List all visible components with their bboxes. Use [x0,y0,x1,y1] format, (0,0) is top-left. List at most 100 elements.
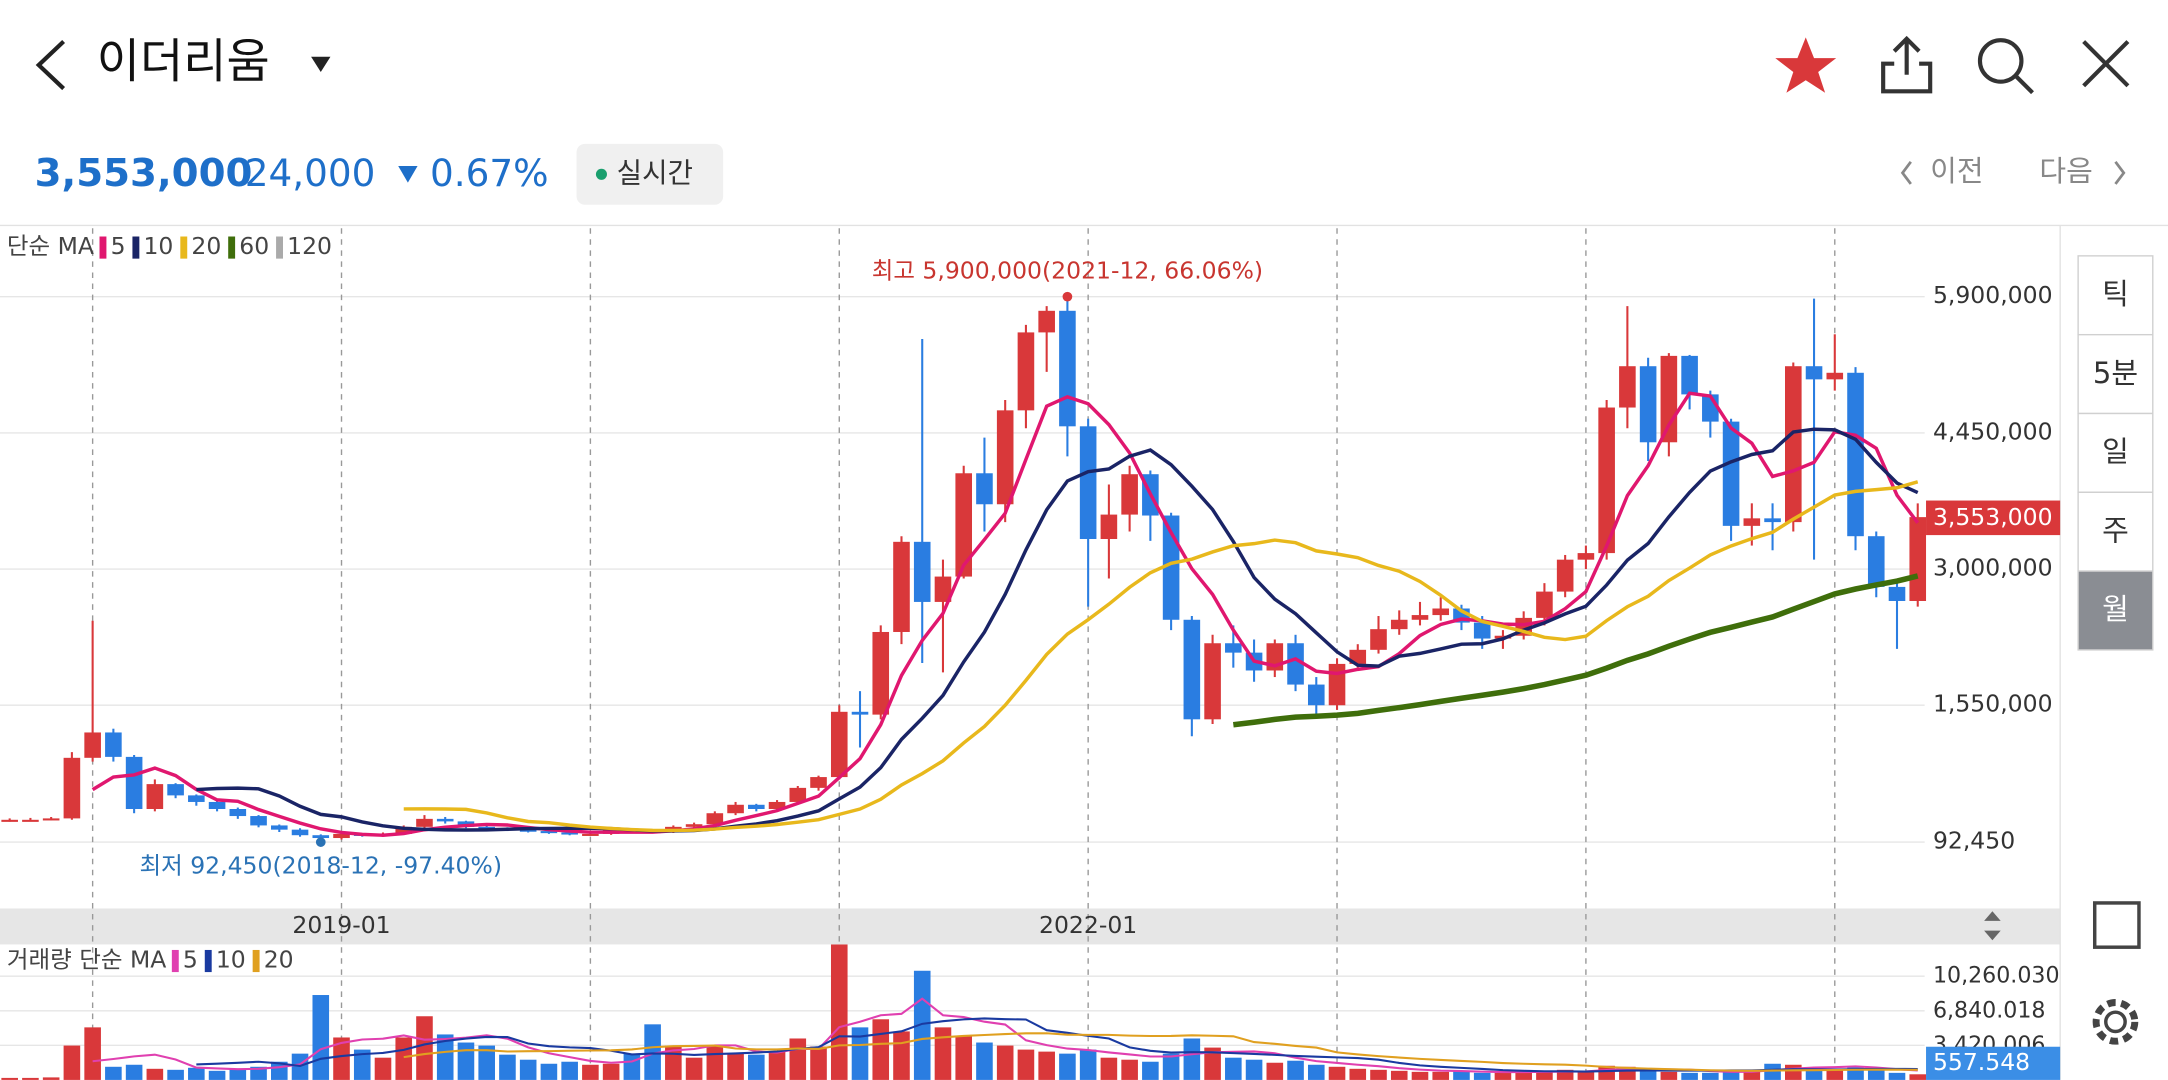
candle-body [1100,514,1118,540]
candle-body [478,826,495,829]
volume-tick-label: 10,260.030 [1933,963,2060,989]
candle-body [63,757,81,819]
candle-body [561,832,578,835]
realtime-pill[interactable] [576,143,724,205]
timeframe-label[interactable]: 5분 [2093,356,2138,390]
timeframe-button[interactable] [2077,412,2154,493]
close-line [2082,40,2130,88]
candle-body [1888,586,1906,601]
volume-bar [934,1027,952,1080]
volume-bar [374,1057,392,1080]
candle-body [1536,591,1553,618]
volume-bar [976,1042,993,1080]
prev-button[interactable]: 이전 [1930,154,1983,188]
search-button[interactable] [1977,38,2034,95]
volume-bar [623,1053,641,1080]
resize-down[interactable] [1984,930,2001,941]
volume-bar [208,1070,226,1080]
legend-swatch [252,949,260,973]
volume-bar [602,1063,620,1080]
volume-bar [1,1077,18,1080]
candle-body [582,833,599,836]
volume-bar [727,1053,744,1080]
resize-up[interactable] [1984,911,2001,921]
gear-hub [2104,1010,2127,1034]
candle-body [1079,426,1097,540]
prev-arrow[interactable] [1900,161,1912,185]
volume-bar [188,1067,205,1080]
fullscreen-button[interactable] [2092,901,2141,949]
volume-bar [1722,1070,1740,1080]
volume-bar [913,970,931,1080]
candle-body [229,809,247,817]
volume-bar [893,1031,910,1080]
share-button[interactable] [1881,35,1933,94]
candle-body [830,711,848,778]
volume-bar [1349,1068,1367,1080]
timeframe-button[interactable] [2077,491,2154,572]
volume-bar [436,1034,454,1080]
last-price-tag [1926,500,2061,536]
volume-bar [1536,1070,1553,1080]
volume-bar [167,1069,184,1080]
timeframe-label[interactable]: 주 [2102,513,2129,547]
timeframe-button[interactable] [2077,570,2154,651]
volume-bar [1307,1064,1325,1080]
timeframe-label[interactable]: 월 [2102,592,2129,626]
volume-bar [810,1046,827,1080]
candle-body [1743,518,1761,526]
title[interactable]: 이더리움 [97,35,270,90]
volume-bar [1059,1053,1076,1080]
candle-body [1121,474,1138,515]
candle-body [125,756,143,810]
volume-bar [1038,1051,1055,1080]
volume-bar [851,1027,869,1080]
next-button[interactable]: 다음 [2039,154,2092,188]
volume-ma-line [92,997,1918,1074]
timeframe-label[interactable]: 틱 [2102,277,2129,311]
volume-bar [84,1027,101,1080]
volume-bar [1079,1049,1097,1080]
chart: 92,450 1,550,000 3,000,000 4,450,000 5,900,0… [0,228,2061,1080]
realtime-label[interactable]: 실시간 [617,156,693,189]
legend-swatch [132,236,140,259]
share-box [1881,61,1933,94]
back-button[interactable] [35,40,66,91]
high-marker [1062,291,1073,302]
volume-bar [768,1051,786,1080]
legend-swatch [171,949,179,973]
volume-bar [250,1066,267,1080]
settings-button[interactable] [2092,999,2139,1045]
candle-body [1473,622,1491,639]
timeframe-button[interactable] [2077,255,2154,336]
close-button[interactable] [2082,40,2130,88]
high-annotation: 최고 5,900,000(2021-12, 66.06%) [872,256,1263,284]
favorite-star[interactable] [1775,37,1837,93]
y-tick-label: 4,450,000 [1933,417,2053,445]
candle-body [105,732,122,757]
down-triangle [398,165,418,183]
search-lens [1977,38,2024,84]
volume-bar [1017,1049,1035,1080]
volume-bar [830,944,848,1080]
current-price: 3,553,000 [35,151,253,196]
volume-bar [748,1054,765,1080]
legend-label: 10 [143,232,173,260]
candle-body [996,410,1014,505]
legend-swatch [180,236,188,259]
timeframe-label[interactable]: 일 [2102,435,2129,469]
legend-label: 10 [216,946,246,974]
candle-body [706,813,724,825]
volume-bar [582,1064,599,1080]
candle-body [1059,310,1076,427]
volume-bar [706,1045,724,1080]
dropdown-arrow[interactable] [311,56,331,72]
volume-bar [1204,1047,1221,1080]
volume-bar [1639,1070,1657,1080]
candle-body [167,784,184,796]
volume-bar [1411,1071,1429,1080]
volume-bar [1266,1062,1284,1080]
ma-line [1232,573,1919,728]
next-arrow[interactable] [2114,161,2126,185]
